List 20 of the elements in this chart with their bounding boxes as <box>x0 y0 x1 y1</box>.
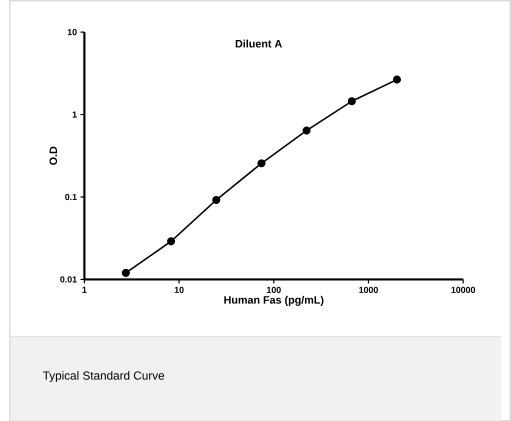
y-tick-label: 1 <box>72 111 77 118</box>
point <box>392 75 401 84</box>
point <box>302 126 311 134</box>
point <box>257 159 266 168</box>
text: Diluent A <box>236 39 282 48</box>
text: Typical Standard Curve <box>42 370 164 382</box>
point <box>167 237 176 246</box>
x-tick-label: 100 <box>266 286 281 293</box>
point <box>348 97 356 106</box>
y-tick-label: 10 <box>68 28 77 36</box>
x-tick-label: 10000 <box>451 286 476 293</box>
x-tick-label: 10 <box>174 286 184 293</box>
y-tick-label: 0.1 <box>65 194 77 200</box>
point <box>212 196 220 204</box>
y-axis-title: O.D <box>50 146 58 165</box>
x-tick-label: 1 <box>82 286 87 293</box>
y-tick-label: 0.01 <box>60 276 77 282</box>
x-axis-title: Human Fas (pg/mL) <box>224 296 324 306</box>
point <box>122 268 130 277</box>
x-tick-label: 1000 <box>359 286 378 293</box>
